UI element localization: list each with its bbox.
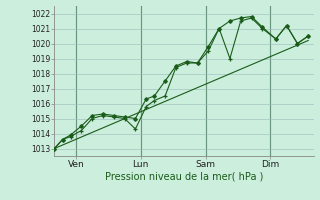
X-axis label: Pression niveau de la mer( hPa ): Pression niveau de la mer( hPa ): [105, 172, 263, 182]
